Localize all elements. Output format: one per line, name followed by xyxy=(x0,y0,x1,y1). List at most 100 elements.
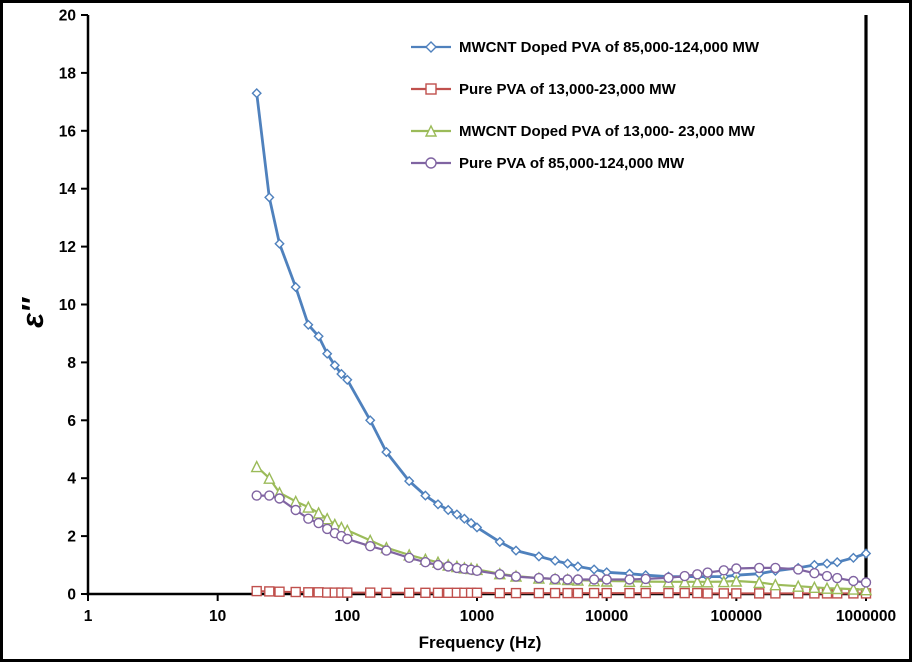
data-point-marker xyxy=(432,499,444,510)
data-point-marker xyxy=(365,541,376,552)
data-point-marker xyxy=(549,587,561,599)
data-point-marker xyxy=(312,506,325,519)
legend-item: MWCNT Doped PVA of 85,000-124,000 MW xyxy=(411,39,760,56)
series-triangle xyxy=(250,460,873,596)
data-point-marker xyxy=(451,509,463,520)
x-tick-label: 1000 xyxy=(460,608,494,625)
data-point-marker xyxy=(342,533,353,545)
data-point-marker xyxy=(313,517,324,529)
legend-square-marker xyxy=(425,83,437,95)
data-point-marker xyxy=(251,88,262,99)
data-point-marker xyxy=(250,460,263,473)
data-point-marker xyxy=(420,490,431,501)
data-point-marker xyxy=(754,588,765,599)
data-point-marker xyxy=(572,561,584,572)
data-point-marker xyxy=(264,586,275,597)
legend-item: MWCNT Doped PVA of 13,000- 23,000 MW xyxy=(411,123,756,140)
data-point-marker xyxy=(290,504,301,516)
data-point-marker xyxy=(679,570,690,582)
legend-label: Pure PVA of 13,000-23,000 MW xyxy=(459,81,677,98)
data-point-marker xyxy=(640,573,651,585)
data-point-marker xyxy=(640,587,651,599)
x-tick-label: 100 xyxy=(334,608,360,625)
data-point-marker xyxy=(624,574,635,585)
data-point-marker xyxy=(381,587,392,598)
data-point-marker xyxy=(290,586,301,598)
data-point-marker xyxy=(717,575,730,588)
data-point-marker xyxy=(510,587,522,599)
data-point-marker xyxy=(510,571,522,582)
data-point-marker xyxy=(792,579,805,592)
data-point-marker xyxy=(471,565,483,576)
data-point-marker xyxy=(365,415,376,426)
y-tick-label: 0 xyxy=(67,587,76,604)
data-point-marker xyxy=(588,574,600,585)
data-point-marker xyxy=(432,559,444,571)
data-point-marker xyxy=(274,238,285,249)
data-point-marker xyxy=(860,577,872,588)
data-point-marker xyxy=(848,575,859,587)
data-point-marker xyxy=(471,587,483,598)
data-point-marker xyxy=(443,587,454,598)
y-tick-label: 20 xyxy=(59,8,76,25)
data-point-marker xyxy=(263,471,276,484)
data-point-marker xyxy=(459,513,470,524)
data-point-marker xyxy=(321,512,334,525)
data-point-marker xyxy=(533,587,545,599)
legend-label: MWCNT Doped PVA of 13,000- 23,000 MW xyxy=(459,123,756,140)
data-point-marker xyxy=(624,587,635,599)
data-point-marker xyxy=(264,192,275,203)
data-point-marker xyxy=(678,575,691,588)
legend-item: Pure PVA of 85,000-124,000 MW xyxy=(411,155,685,172)
x-tick-label: 10000 xyxy=(585,608,628,625)
x-tick-label: 1 xyxy=(84,608,93,625)
data-point-marker xyxy=(588,587,600,599)
data-point-marker xyxy=(731,588,742,599)
data-point-marker xyxy=(336,368,347,380)
data-point-marker xyxy=(420,557,431,568)
data-point-marker xyxy=(692,569,703,580)
data-point-marker xyxy=(303,319,314,330)
data-point-marker xyxy=(820,581,834,594)
data-point-marker xyxy=(510,545,522,556)
data-point-marker xyxy=(322,523,333,535)
data-point-marker xyxy=(562,558,573,569)
plot-area: 0 2 4 6 8 10 12 14 16 18 20 1 10 100 1000 10000 100000 10… xyxy=(59,8,896,626)
data-point-marker xyxy=(847,582,860,595)
data-point-marker xyxy=(471,522,483,533)
data-point-marker xyxy=(264,490,275,501)
x-tick-label: 100000 xyxy=(710,608,762,625)
data-point-marker xyxy=(342,374,353,385)
data-point-marker xyxy=(533,551,545,562)
data-point-marker xyxy=(251,585,262,597)
y-tick-label: 10 xyxy=(59,297,76,314)
data-point-marker xyxy=(663,587,674,599)
x-axis-title: Frequency (Hz) xyxy=(418,633,542,652)
legend-item: Pure PVA of 13,000-23,000 MW xyxy=(411,81,677,98)
data-point-marker xyxy=(691,575,704,588)
data-point-marker xyxy=(832,572,843,584)
data-point-marker xyxy=(769,578,782,591)
data-point-marker xyxy=(549,573,561,585)
data-point-marker xyxy=(313,331,324,342)
data-point-marker xyxy=(494,569,505,580)
data-point-marker xyxy=(679,587,690,599)
legend-label: MWCNT Doped PVA of 85,000-124,000 MW xyxy=(459,39,760,56)
y-tick-label: 2 xyxy=(67,529,76,546)
data-point-marker xyxy=(718,588,729,599)
data-point-marker xyxy=(549,555,561,566)
data-point-marker xyxy=(303,587,314,598)
y-tick-label: 18 xyxy=(59,65,77,82)
data-point-marker xyxy=(808,580,821,593)
data-point-marker xyxy=(494,587,505,599)
data-point-marker xyxy=(731,563,742,574)
data-point-marker xyxy=(381,545,392,556)
data-point-marker xyxy=(303,513,314,524)
data-point-marker xyxy=(365,587,376,598)
data-point-marker xyxy=(562,587,573,599)
data-point-marker xyxy=(831,581,844,595)
data-point-marker xyxy=(274,493,285,504)
data-point-marker xyxy=(420,587,431,598)
legend-diamond-marker xyxy=(425,41,437,53)
